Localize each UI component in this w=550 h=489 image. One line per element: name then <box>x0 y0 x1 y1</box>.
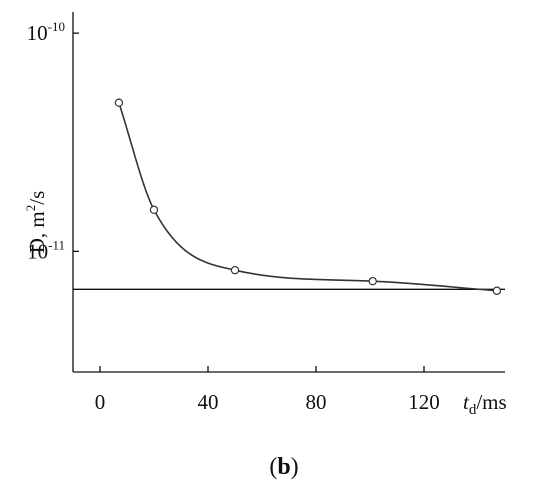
x-tick-label: 0 <box>95 390 106 414</box>
axes <box>72 12 505 373</box>
x-tick-label: 40 <box>198 390 219 414</box>
y-axis-title-sup: 2 <box>23 205 38 212</box>
data-point <box>492 286 502 295</box>
panel-label-letter: b <box>277 454 290 480</box>
panel-label: (b) <box>269 454 298 480</box>
x-axis-title-sub: d <box>469 402 477 418</box>
y-tick-base: 10 <box>27 21 48 45</box>
y-axis-title: D, m2/s <box>23 191 49 254</box>
x-axis-title-rest: /ms <box>476 390 506 414</box>
data-point <box>368 276 377 286</box>
y-tick-base: 10 <box>27 239 48 263</box>
y-axis-title-main: D, m <box>25 211 49 253</box>
y-tick-label: 10-10 <box>27 19 65 45</box>
x-axis-title: td/ms <box>463 390 507 418</box>
y-tick-exponent: -11 <box>48 237 65 252</box>
x-ticks: 0 40 80 120 <box>95 366 440 414</box>
y-axis-title-rest: /s <box>25 191 49 205</box>
x-tick-label: 80 <box>306 390 327 414</box>
data-point <box>230 265 240 275</box>
data-point <box>149 205 159 215</box>
x-tick-label: 120 <box>408 390 440 414</box>
data-point <box>114 98 124 107</box>
x-axis-title-main: t <box>463 390 470 414</box>
panel-label-open: ( <box>269 454 277 480</box>
fit-curve <box>118 102 497 292</box>
panel-label-close: ) <box>291 454 299 480</box>
y-tick-exponent: -10 <box>48 19 65 34</box>
y-tick-label: 10-11 <box>27 237 65 263</box>
data-points <box>114 98 502 295</box>
